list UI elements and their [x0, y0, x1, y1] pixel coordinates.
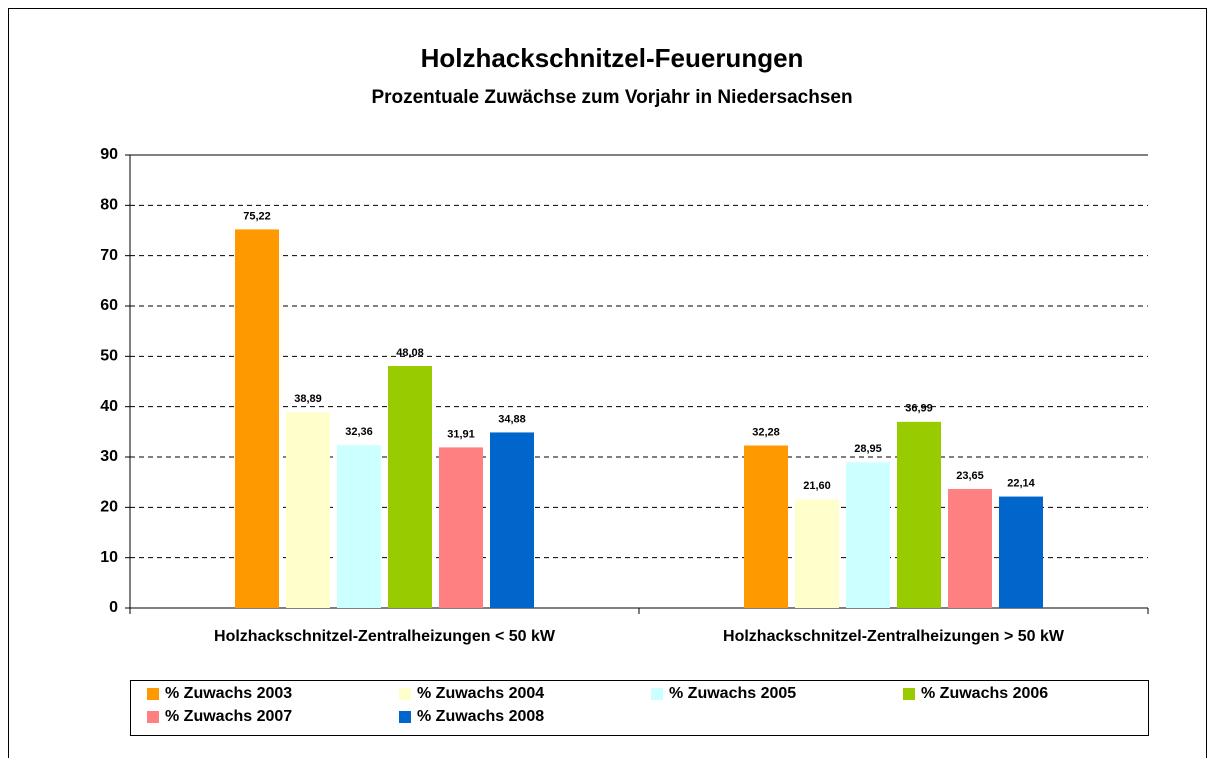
bar [235, 229, 279, 608]
legend-label: % Zuwachs 2006 [921, 685, 1048, 702]
bar [846, 462, 890, 608]
y-tick-label: 0 [109, 599, 118, 616]
y-tick-label: 60 [100, 297, 118, 314]
legend-label: % Zuwachs 2008 [417, 708, 544, 725]
chart-border [8, 8, 1207, 758]
y-tick-label: 10 [100, 549, 118, 566]
y-tick-label: 50 [100, 348, 118, 365]
value-label: 36,99 [905, 403, 933, 415]
bar [388, 365, 432, 608]
y-tick-label: 30 [100, 448, 118, 465]
value-label: 34,88 [498, 413, 526, 425]
bar [490, 432, 534, 608]
y-tick-label: 40 [100, 398, 118, 415]
legend-swatch [651, 688, 663, 700]
legend-swatch [147, 688, 159, 700]
legend-swatch [147, 711, 159, 723]
value-label: 28,95 [854, 443, 882, 455]
legend-swatch [399, 711, 411, 723]
legend-box [130, 680, 1149, 736]
legend-label: % Zuwachs 2003 [165, 685, 292, 702]
y-tick-label: 20 [100, 499, 118, 516]
value-label: 32,36 [345, 426, 373, 438]
value-label: 32,28 [752, 426, 780, 438]
value-label: 23,65 [956, 470, 984, 482]
value-label: 31,91 [447, 428, 475, 440]
value-label: 21,60 [803, 480, 831, 492]
bar [744, 445, 788, 608]
y-tick-label: 70 [100, 247, 118, 264]
x-tick-label: Holzhackschnitzel-Zentralheizungen < 50 … [214, 628, 556, 645]
bar [286, 412, 330, 608]
value-label: 48,08 [396, 347, 424, 359]
chart-subtitle: Prozentuale Zuwächse zum Vorjahr in Nied… [371, 87, 852, 108]
legend-label: % Zuwachs 2007 [165, 708, 292, 725]
legend-label: % Zuwachs 2004 [417, 685, 544, 702]
bar [439, 447, 483, 608]
legend-swatch [399, 688, 411, 700]
bar [948, 488, 992, 608]
legend-swatch [903, 688, 915, 700]
chart-title: Holzhackschnitzel-Feuerungen [421, 43, 804, 73]
bar [795, 499, 839, 608]
value-label: 22,14 [1007, 477, 1035, 489]
value-label: 75,22 [243, 210, 271, 222]
y-tick-label: 80 [100, 197, 118, 214]
legend-label: % Zuwachs 2005 [669, 685, 796, 702]
bar [337, 445, 381, 608]
bar [999, 496, 1043, 608]
bar [897, 421, 941, 608]
y-tick-label: 90 [100, 146, 118, 163]
x-tick-label: Holzhackschnitzel-Zentralheizungen > 50 … [723, 628, 1065, 645]
value-label: 38,89 [294, 393, 322, 405]
